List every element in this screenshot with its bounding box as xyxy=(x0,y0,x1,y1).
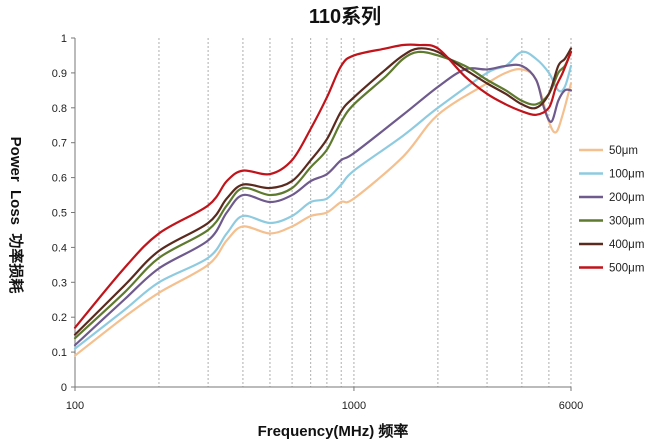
plot-area xyxy=(74,38,571,388)
y-tick-label: 0 xyxy=(61,382,67,394)
x-tick-label: 100 xyxy=(66,400,84,412)
legend-label: 500μm xyxy=(609,263,644,275)
series-lines xyxy=(73,43,573,357)
y-tick-label: 0.7 xyxy=(52,138,67,150)
legend-label: 400μm xyxy=(609,239,644,251)
y-axis-ticks: 0 0.1 0.2 0.3 0.4 0.5 0.6 0.7 0.8 0.9 1 xyxy=(52,33,75,394)
legend-label: 50μm xyxy=(609,145,638,157)
y-tick-label: 1 xyxy=(61,33,67,45)
legend-label: 100μm xyxy=(609,169,644,181)
y-tick-label: 0.6 xyxy=(52,173,67,185)
y-tick-label: 0.2 xyxy=(52,312,67,324)
series-line-5 xyxy=(73,47,573,336)
x-axis-ticks: 100 1000 6000 xyxy=(66,387,583,412)
x-gridlines xyxy=(158,38,572,387)
legend-label: 300μm xyxy=(609,216,644,228)
y-tick-label: 0.8 xyxy=(52,103,67,115)
y-tick-label: 0.1 xyxy=(52,347,67,359)
y-axis-title: Power Loss 功率损耗 xyxy=(7,137,25,294)
chart-title: 110系列 xyxy=(309,5,381,28)
y-tick-label: 0.4 xyxy=(52,242,67,254)
x-tick-label: 6000 xyxy=(559,400,583,412)
series-line-6 xyxy=(73,43,573,329)
x-tick-label: 1000 xyxy=(342,400,366,412)
y-tick-label: 0.9 xyxy=(52,68,67,80)
series-line-4 xyxy=(73,50,573,340)
y-tick-label: 0.5 xyxy=(52,208,67,220)
x-axis-title: Frequency(MHz) 频率 xyxy=(258,422,409,440)
series-line-2 xyxy=(73,50,573,350)
legend-label: 200μm xyxy=(609,192,644,204)
series-line-3 xyxy=(73,63,573,347)
series-line-1 xyxy=(73,68,573,357)
legend: 50μm 100μm 200μm 300μm 400μm 500μm xyxy=(579,145,644,275)
y-tick-label: 0.3 xyxy=(52,277,67,289)
